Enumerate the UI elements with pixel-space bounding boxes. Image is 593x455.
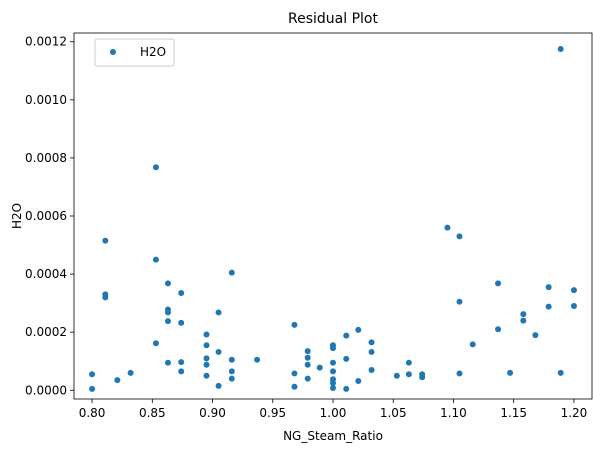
data-point (304, 375, 311, 382)
data-point (368, 339, 375, 346)
data-point (570, 287, 577, 294)
x-tick-label: 1.00 (320, 406, 347, 420)
data-point (545, 303, 552, 310)
y-tick-label: 0.0006 (25, 209, 67, 223)
data-point (393, 372, 400, 379)
scatter-points (89, 45, 577, 392)
data-point (456, 298, 463, 305)
data-point (228, 269, 235, 276)
data-point (164, 280, 171, 287)
legend-label: H2O (140, 45, 166, 59)
x-tick-label: 0.85 (139, 406, 166, 420)
data-point (355, 326, 362, 333)
data-point (520, 311, 527, 318)
data-point (507, 369, 514, 376)
data-point (355, 377, 362, 384)
data-point (228, 375, 235, 382)
data-point (405, 359, 412, 366)
data-point (164, 309, 171, 316)
data-point (456, 370, 463, 377)
data-point (203, 372, 210, 379)
data-point (228, 356, 235, 363)
data-point (89, 385, 96, 392)
data-point (89, 371, 96, 378)
data-point (456, 233, 463, 240)
data-point (178, 368, 185, 375)
x-tick-label: 1.05 (380, 406, 407, 420)
data-point (178, 359, 185, 366)
x-axis-label: NG_Steam_Ratio (283, 429, 383, 443)
data-point (405, 371, 412, 378)
data-point (469, 341, 476, 348)
data-point (419, 374, 426, 381)
x-tick-label: 1.10 (440, 406, 467, 420)
x-tick-label: 0.90 (199, 406, 226, 420)
data-point (304, 354, 311, 361)
data-point (102, 294, 109, 301)
x-tick-label: 0.80 (79, 406, 106, 420)
y-tick-label: 0.0010 (25, 93, 67, 107)
data-point (520, 317, 527, 324)
data-point (178, 319, 185, 326)
x-tick-label: 0.95 (259, 406, 286, 420)
data-point (164, 318, 171, 325)
data-point (127, 369, 134, 376)
data-point (330, 384, 336, 391)
data-point (330, 345, 336, 352)
data-point (152, 164, 159, 171)
y-tick-label: 0.0008 (25, 151, 67, 165)
legend: H2O (94, 38, 175, 67)
data-point (343, 332, 350, 339)
data-point (343, 385, 350, 392)
data-point (254, 356, 261, 363)
data-point (164, 359, 171, 366)
data-point (545, 284, 552, 291)
data-point (291, 370, 298, 377)
data-point (495, 326, 502, 333)
data-point (532, 332, 539, 339)
y-tick-label: 0.0000 (25, 383, 67, 397)
data-point (368, 366, 375, 373)
chart-title: Residual Plot (288, 11, 378, 27)
data-point (178, 289, 185, 296)
data-point (228, 368, 235, 375)
data-point (316, 364, 323, 371)
y-tick-label: 0.0004 (25, 267, 67, 281)
data-point (102, 237, 109, 244)
y-axis-ticks: 0.0000 0.0002 0.0004 0.0006 0.0008 0.0010 0.00… (25, 35, 74, 397)
legend-marker (110, 49, 116, 55)
x-axis-ticks: 0.80 0.85 0.90 0.95 1.00 1.05 1.10 1.15 1.20 (79, 399, 588, 420)
data-point (203, 331, 210, 338)
y-tick-label: 0.0002 (25, 325, 67, 339)
x-tick-label: 1.15 (500, 406, 527, 420)
data-point (557, 369, 564, 376)
data-point (570, 303, 577, 310)
data-point (203, 355, 210, 362)
x-tick-label: 1.20 (561, 406, 588, 420)
y-tick-label: 0.0012 (25, 35, 67, 49)
data-point (152, 340, 159, 347)
data-point (330, 368, 336, 375)
data-point (152, 256, 159, 263)
data-point (215, 348, 222, 355)
data-point (495, 280, 502, 287)
data-point (304, 361, 311, 368)
data-point (330, 359, 336, 366)
data-point (304, 348, 311, 355)
data-point (330, 380, 336, 387)
data-point (343, 355, 350, 362)
data-point (291, 383, 298, 390)
y-axis-label: H2O (10, 203, 24, 229)
data-point (557, 45, 564, 52)
data-point (215, 382, 222, 389)
data-point (215, 309, 222, 316)
data-point (444, 224, 451, 231)
data-point (291, 321, 298, 328)
legend-box (94, 38, 175, 67)
data-point (203, 361, 210, 368)
data-point (203, 342, 210, 349)
data-point (368, 348, 375, 355)
data-point (114, 377, 121, 384)
